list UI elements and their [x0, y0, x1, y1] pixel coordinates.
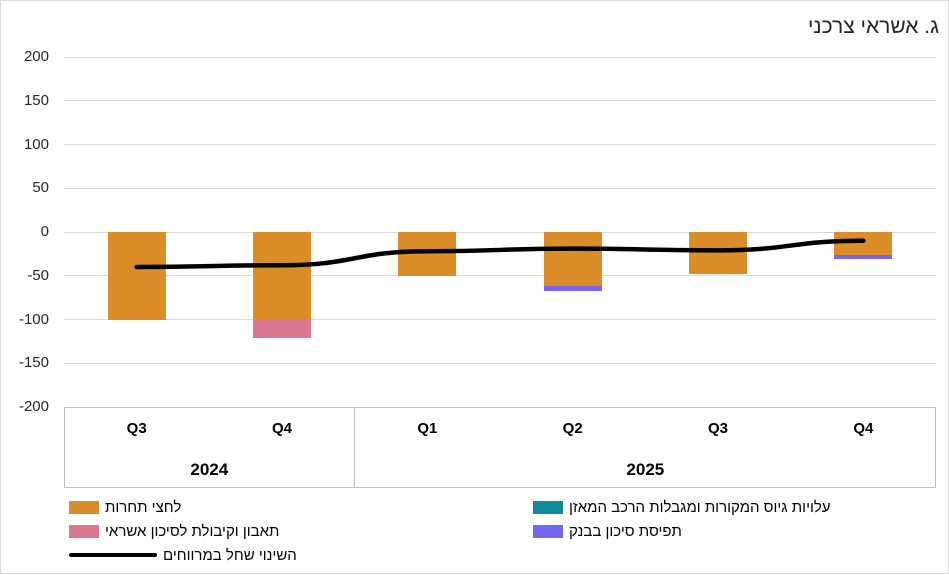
legend-label: השינוי שחל במרווחים [163, 546, 297, 564]
legend-line-marker [69, 553, 157, 557]
year-divider [354, 407, 356, 488]
gridline [64, 100, 936, 102]
gridline [64, 319, 936, 320]
y-tick-label: -150 [18, 354, 49, 372]
legend-item: לחצי תחרות [69, 495, 297, 519]
quarter-label: Q3 [126, 420, 147, 437]
legend-label: תאבון וקיבולת לסיכון אשראי [105, 522, 280, 540]
bar-segment-series-0 [107, 232, 166, 320]
gridline [64, 275, 936, 277]
y-tick-label: 50 [32, 179, 49, 197]
quarter-label: Q2 [562, 420, 583, 437]
legend-column: לחצי תחרות תאבון וקיבולת לסיכון אשראי השינ… [69, 495, 297, 567]
quarter-label: Q1 [417, 420, 438, 437]
y-tick-label: -50 [27, 266, 49, 284]
legend-item: עלויות גיוס המקורות ומגבלות הרכב המאזן [533, 495, 831, 519]
bar-segment-series-3 [834, 254, 893, 260]
legend-swatch [533, 524, 563, 538]
legend-item: השינוי שחל במרווחים [69, 543, 297, 567]
legend-swatch [69, 524, 99, 538]
y-tick-label: 0 [40, 223, 49, 240]
gridline [64, 231, 936, 233]
bar-segment-series-2 [253, 319, 311, 338]
y-tick-label: 100 [23, 135, 49, 153]
legend-swatch [533, 500, 563, 514]
y-tick-label: 200 [23, 48, 49, 65]
y-tick-label: -200 [18, 398, 49, 415]
legend-label: לחצי תחרות [105, 498, 182, 516]
legend-label: עלויות גיוס המקורות ומגבלות הרכב המאזן [569, 498, 831, 516]
bar-segment-series-0 [689, 232, 747, 274]
gridline [64, 362, 936, 364]
legend-label: תפיסת סיכון בבנק [569, 522, 682, 540]
trend-line [134, 238, 866, 270]
gridline [64, 187, 936, 189]
bar-segment-series-0 [543, 232, 602, 287]
quarter-label: Q3 [707, 420, 728, 437]
bar-segment-series-0 [253, 232, 311, 320]
quarter-label: Q4 [853, 420, 874, 437]
legend-column: עלויות גיוס המקורות ומגבלות הרכב המאזן תפ… [533, 495, 831, 543]
legend-item: תפיסת סיכון בבנק [533, 519, 831, 543]
legend-item: תאבון וקיבולת לסיכון אשראי [69, 519, 297, 543]
gridline [64, 56, 936, 58]
bar-segment-series-3 [543, 286, 602, 291]
legend-swatch [69, 500, 99, 514]
year-label: 2024 [190, 460, 229, 479]
y-tick-label: -100 [18, 310, 49, 328]
y-tick-label: 150 [23, 91, 49, 109]
quarter-label: Q4 [271, 420, 292, 437]
x-axis-box [64, 407, 936, 488]
bar-segment-series-0 [834, 232, 893, 255]
gridline [64, 144, 936, 145]
chart-title: ג. אשראי צרכני [807, 15, 939, 38]
bar-segment-series-0 [398, 232, 457, 276]
year-label: 2025 [626, 460, 665, 479]
